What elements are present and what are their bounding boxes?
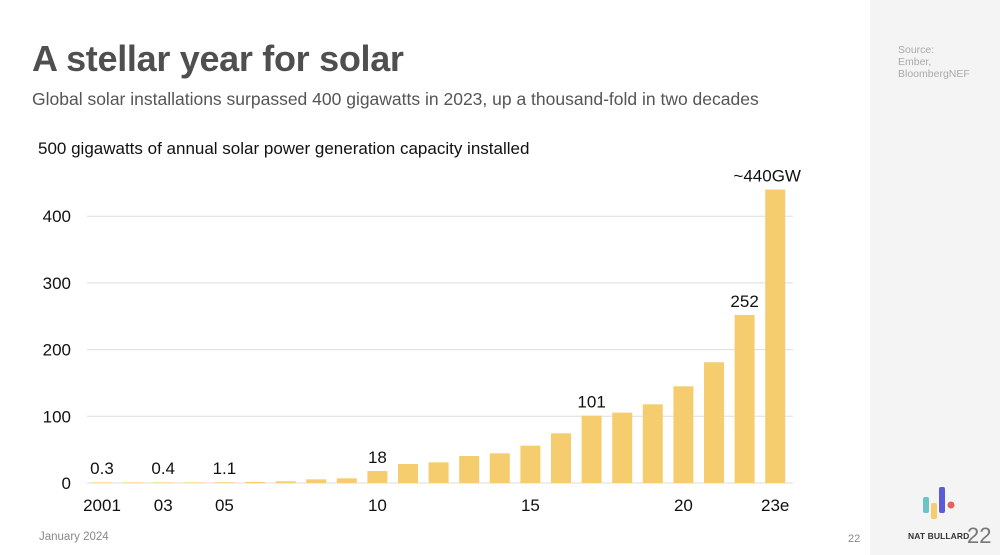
x-tick-label: 2001: [83, 496, 121, 515]
bar: [520, 445, 541, 483]
bar: [642, 404, 663, 483]
y-tick-label: 0: [62, 474, 71, 493]
data-label: ~440GW: [733, 167, 801, 186]
slide-date: January 2024: [39, 531, 109, 543]
x-tick-label: 03: [154, 496, 173, 515]
data-label: 0.3: [90, 459, 114, 478]
page-number: 22: [848, 533, 861, 545]
brand-page-number: 22: [967, 523, 992, 548]
source-line: Ember,: [898, 56, 932, 68]
data-label: 101: [577, 393, 605, 412]
sidebar-panel: [870, 0, 1000, 555]
source-line: Source:: [898, 44, 935, 56]
data-label: 1.1: [213, 459, 237, 478]
x-tick-label: 20: [674, 496, 693, 515]
bar: [122, 482, 143, 483]
source-note: Source: Ember, BloombergNEF: [898, 44, 970, 80]
chart-title: 500 gigawatts of annual solar power gene…: [38, 139, 530, 158]
bar: [306, 479, 327, 483]
logo-bar-teal: [923, 497, 929, 513]
x-tick-label: 23e: [761, 496, 789, 515]
y-tick-label: 200: [43, 341, 71, 360]
bar: [551, 433, 571, 483]
data-label: 18: [368, 448, 387, 467]
slide-title: A stellar year for solar: [32, 38, 404, 79]
bar: [673, 386, 694, 483]
bar: [153, 482, 174, 483]
data-label: 252: [730, 292, 758, 311]
bar: [336, 478, 357, 483]
bar: [183, 482, 204, 483]
bar: [398, 463, 418, 483]
y-tick-label: 300: [43, 274, 71, 293]
bar: [214, 482, 235, 483]
bar: [245, 481, 265, 483]
bar: [734, 314, 755, 483]
x-tick-label: 15: [521, 496, 540, 515]
logo-dot-red: [947, 501, 955, 509]
y-tick-label: 100: [43, 407, 71, 426]
x-tick-label: 05: [215, 496, 234, 515]
data-label: 0.4: [151, 459, 175, 478]
slide-subtitle: Global solar installations surpassed 400…: [32, 89, 759, 109]
x-tick-label: 10: [368, 496, 387, 515]
logo-bar-purple: [939, 487, 945, 513]
bar: [92, 482, 112, 483]
bar: [581, 415, 602, 483]
bar: [765, 189, 786, 483]
bar: [489, 453, 510, 483]
bar: [428, 462, 449, 483]
bar: [459, 455, 480, 483]
bar: [275, 481, 296, 483]
bar: [612, 412, 633, 483]
y-tick-label: 400: [43, 207, 71, 226]
bar: [367, 470, 388, 483]
brand-logo-icon: [923, 487, 955, 519]
logo-bar-yellow: [931, 503, 937, 519]
bar: [704, 362, 724, 483]
source-line: BloombergNEF: [898, 68, 970, 80]
brand-name: NAT BULLARD: [908, 531, 970, 541]
